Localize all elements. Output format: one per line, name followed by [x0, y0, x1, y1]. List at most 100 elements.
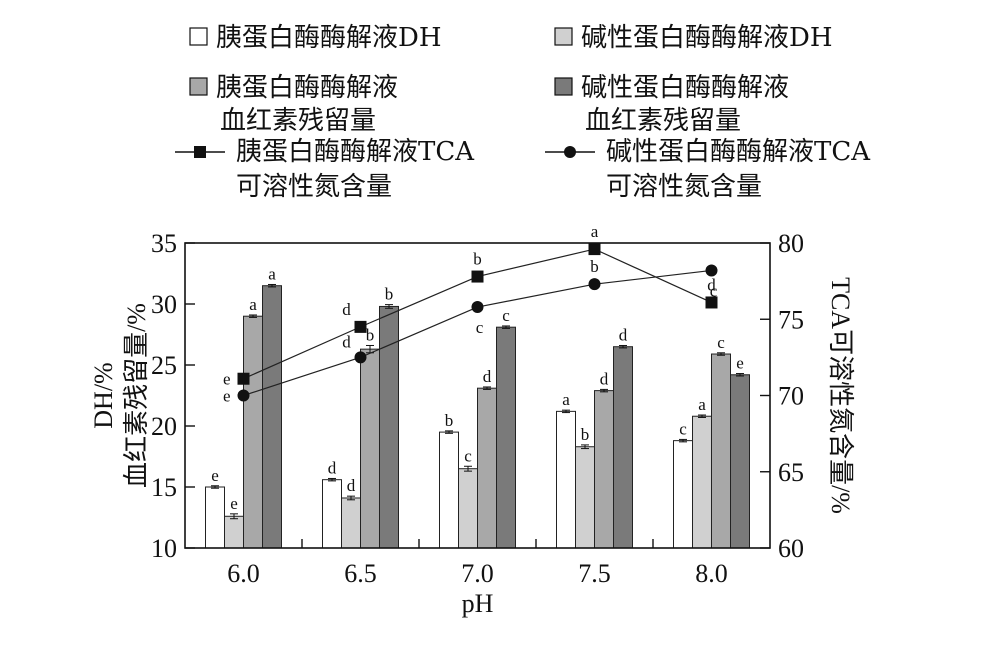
y-tick-label: 15 — [151, 473, 177, 502]
y-tick-label: 25 — [151, 351, 177, 380]
significance-label: c — [717, 333, 725, 352]
line-point — [471, 301, 484, 314]
bar — [556, 410, 576, 549]
significance-label: d — [600, 369, 609, 388]
point-label: b — [590, 257, 599, 276]
x-tick-label: 6.0 — [227, 559, 260, 588]
line-point — [705, 296, 718, 309]
legend-label: 胰蛋白酶酶解液TCA — [236, 137, 475, 167]
bar — [224, 515, 244, 549]
legend-swatch — [189, 27, 208, 46]
point-label: d — [342, 300, 351, 319]
bar — [711, 353, 731, 549]
y2-tick-label: 65 — [778, 458, 804, 487]
bar — [730, 374, 750, 549]
bar — [496, 326, 516, 549]
line-point — [705, 264, 718, 277]
line-point — [237, 372, 250, 385]
point-label: c — [476, 318, 484, 337]
y-tick-label: 35 — [151, 229, 177, 258]
significance-label: b — [581, 425, 590, 444]
x-tick-label: 7.0 — [461, 559, 494, 588]
bar — [439, 431, 459, 549]
y-axis-title-line: 血红素残留量/% — [122, 303, 151, 488]
legend-label: 血红素残留量 — [220, 106, 376, 136]
legend-marker — [564, 146, 576, 158]
bar — [243, 315, 263, 549]
significance-label: d — [483, 367, 492, 386]
bar — [458, 468, 478, 549]
significance-label: e — [230, 494, 238, 513]
significance-label: d — [328, 458, 337, 477]
y-tick-label: 20 — [151, 412, 177, 441]
significance-label: a — [698, 395, 706, 414]
y-tick-label: 10 — [151, 534, 177, 563]
y-axis-title-line: DH/% — [89, 362, 118, 428]
legend-label: 血红素残留量 — [585, 106, 741, 136]
bar — [575, 446, 595, 549]
legend-label: 胰蛋白酶酶解液DH — [216, 23, 442, 53]
point-label: c — [710, 281, 718, 300]
line-point — [354, 351, 367, 364]
y2-axis-title-text: TCA可溶性氮含量/% — [826, 277, 855, 514]
significance-label: c — [502, 306, 510, 325]
point-label: a — [591, 222, 599, 241]
significance-label: a — [562, 390, 570, 409]
bar — [341, 497, 361, 549]
y2-tick-label: 60 — [778, 534, 804, 563]
line-point — [354, 320, 367, 333]
axes: 10 15 20 25 30 35 60 65 70 75 80 6.0 6.5 7.0 7.5 8.0 pH D… — [89, 229, 855, 618]
legend-label: 可溶性氮含量 — [236, 172, 392, 202]
significance-label: b — [445, 411, 454, 430]
bar — [594, 390, 614, 549]
legend: 胰蛋白酶酶解液DH 碱性蛋白酶酶解液DH胰蛋白酶酶解液血红素残留量碱性蛋白酶酶解液… — [175, 23, 871, 202]
point-label: e — [223, 370, 231, 389]
significance-label: e — [211, 466, 219, 485]
significance-label: b — [385, 285, 394, 304]
legend-label: 碱性蛋白酶酶解液DH — [581, 23, 833, 53]
significance-label: a — [249, 295, 257, 314]
significance-label: c — [464, 446, 472, 465]
bar — [613, 346, 633, 549]
bar — [360, 348, 380, 549]
legend-label: 可溶性氮含量 — [606, 172, 762, 202]
x-tick-label: 8.0 — [695, 559, 728, 588]
y2-tick-label: 80 — [778, 229, 804, 258]
line-point — [588, 278, 601, 291]
bar — [673, 440, 693, 549]
significance-label: e — [736, 354, 744, 373]
y2-tick-label: 70 — [778, 382, 804, 411]
bar — [205, 486, 225, 549]
legend-swatch — [554, 27, 573, 46]
line-point — [237, 389, 250, 402]
legend-swatch — [554, 77, 573, 96]
line-point — [471, 270, 484, 283]
y2-axis-title: TCA可溶性氮含量/% — [826, 277, 855, 514]
legend-label: 胰蛋白酶酶解液 — [216, 73, 398, 103]
bar — [322, 479, 342, 549]
significance-label: a — [268, 264, 276, 283]
x-tick-label: 7.5 — [578, 559, 611, 588]
y-axis-title: DH/% 血红素残留量/% — [89, 303, 151, 488]
bar — [477, 387, 497, 549]
bar — [262, 285, 282, 549]
legend-label: 碱性蛋白酶酶解液TCA — [606, 137, 871, 167]
significance-label: c — [679, 419, 687, 438]
x-axis-title: pH — [462, 589, 494, 618]
significance-label: b — [366, 325, 375, 344]
legend-swatch — [189, 77, 208, 96]
y-tick-label: 30 — [151, 290, 177, 319]
y2-tick-label: 75 — [778, 305, 804, 334]
x-tick-label: 6.5 — [344, 559, 377, 588]
significance-label: d — [619, 325, 628, 344]
line-point — [588, 243, 601, 256]
point-label: d — [707, 275, 716, 294]
point-label: d — [342, 332, 351, 351]
legend-marker — [194, 146, 206, 158]
bar — [692, 415, 712, 549]
point-label: b — [473, 250, 482, 269]
point-label: e — [223, 387, 231, 406]
